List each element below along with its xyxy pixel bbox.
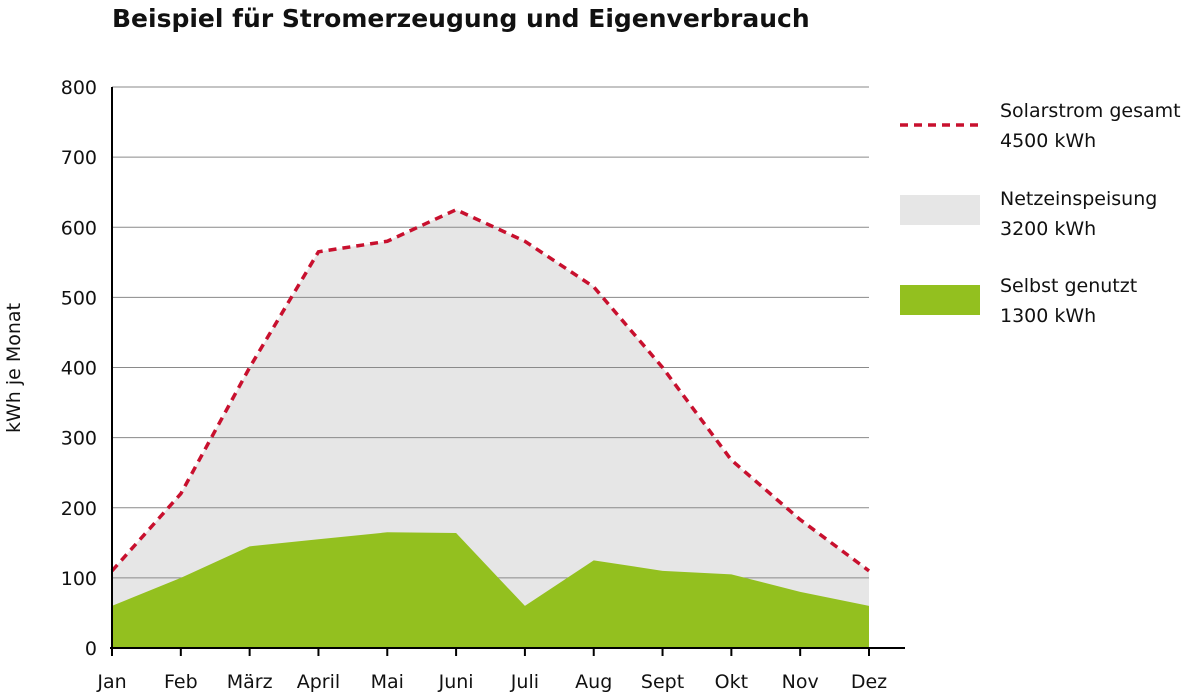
x-tick-label: Feb xyxy=(164,671,198,693)
y-tick-label: 100 xyxy=(61,568,97,590)
x-tick-label: Juli xyxy=(510,671,539,693)
x-tick-label: Dez xyxy=(851,671,887,693)
legend-label: Netzeinspeisung xyxy=(1000,188,1157,210)
x-tick-label: Mai xyxy=(371,671,404,693)
y-axis-label: kWh je Monat xyxy=(3,303,25,433)
legend-total: 4500 kWh xyxy=(1000,130,1096,152)
legend-total: 1300 kWh xyxy=(1000,305,1096,327)
y-tick-label: 400 xyxy=(61,358,97,380)
legend-swatch-selbst-genutzt xyxy=(900,285,980,315)
x-tick-label: März xyxy=(227,671,273,693)
x-tick-label: Sept xyxy=(641,671,684,693)
x-tick-label: Jan xyxy=(96,671,126,693)
y-tick-label: 0 xyxy=(85,638,97,660)
y-tick-label: 300 xyxy=(61,428,97,450)
legend-label: Selbst genutzt xyxy=(1000,275,1137,297)
x-tick-label: April xyxy=(297,671,340,693)
y-tick-label: 600 xyxy=(61,217,97,239)
y-tick-label: 500 xyxy=(61,287,97,309)
y-tick-label: 800 xyxy=(61,77,97,99)
legend-swatch-netzeinspeisung xyxy=(900,195,980,225)
x-tick-label: Nov xyxy=(782,671,819,693)
chart-title: Beispiel für Stromerzeugung und Eigenver… xyxy=(112,4,810,33)
y-tick-label: 700 xyxy=(61,147,97,169)
y-tick-label: 200 xyxy=(61,498,97,520)
legend: Solarstrom gesamt 4500 kWh Netzeinspeisung… xyxy=(900,100,1181,327)
legend-total: 3200 kWh xyxy=(1000,218,1096,240)
legend-label: Solarstrom gesamt xyxy=(1000,100,1181,122)
x-tick-label: Aug xyxy=(575,671,612,693)
x-tick-label: Okt xyxy=(715,671,748,693)
x-tick-label: Juni xyxy=(438,671,474,693)
